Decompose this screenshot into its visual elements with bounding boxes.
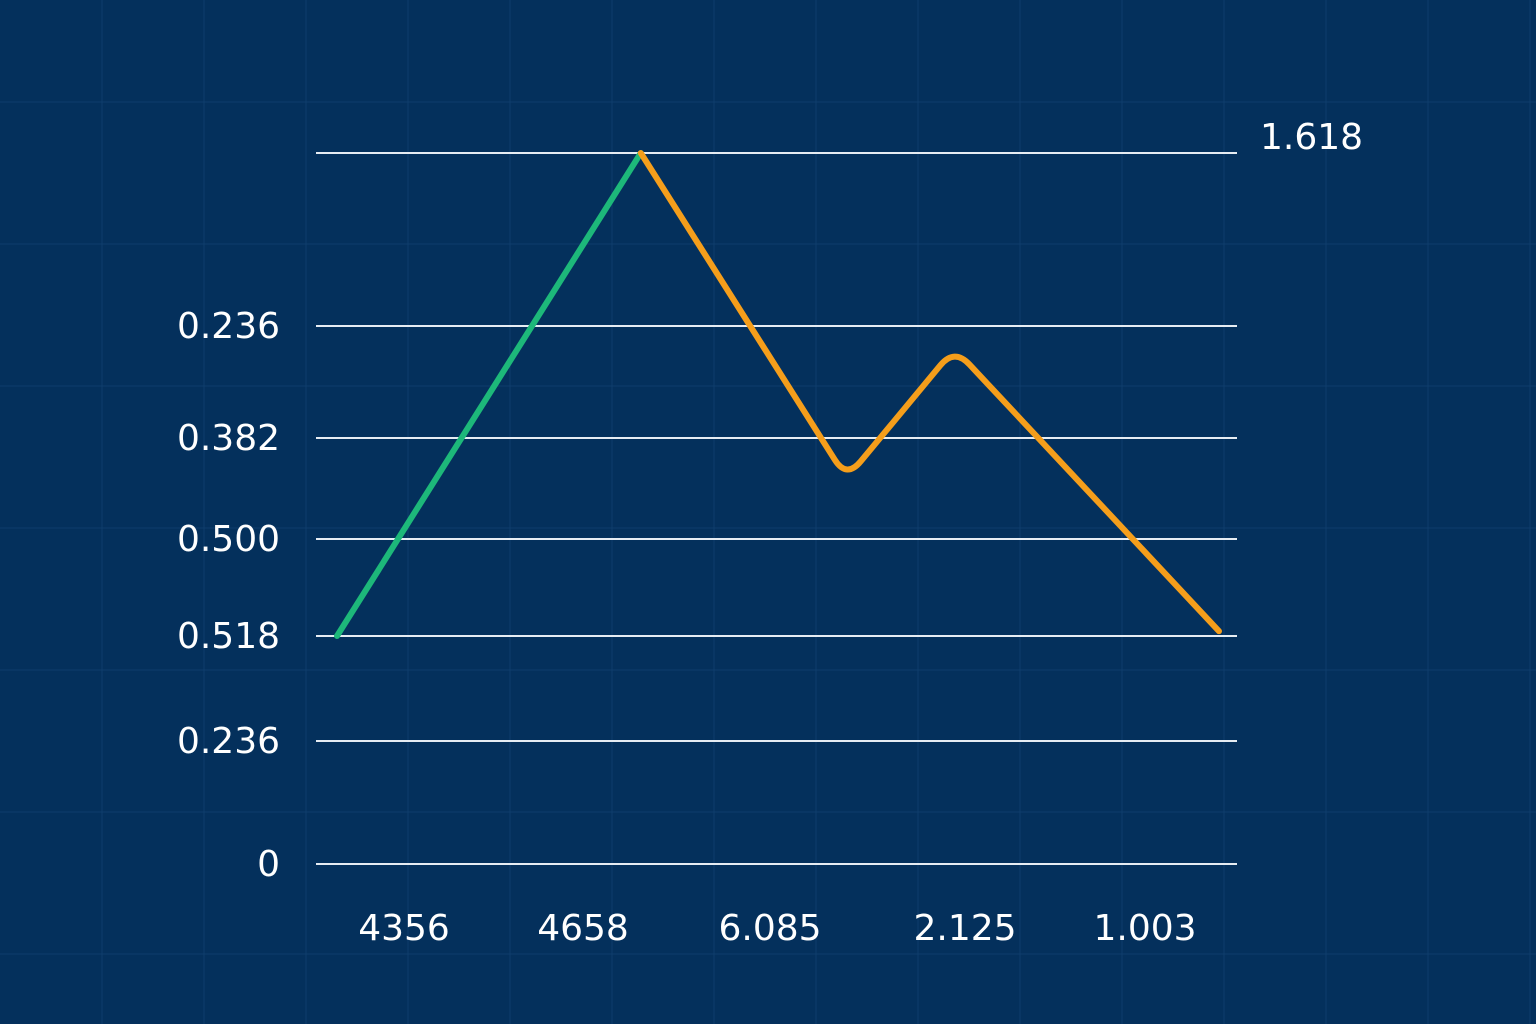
- x-tick-label: 4356: [358, 908, 450, 949]
- fib-levels: 1.618 0.236 0.382 0.500 0.518 0.236 0: [177, 117, 1363, 885]
- x-tick-label: 2.125: [913, 908, 1016, 949]
- level-label: 0.500: [177, 519, 280, 560]
- level-label: 0.236: [177, 306, 280, 347]
- impulse-line: [334, 150, 644, 639]
- x-tick-label: 4658: [537, 908, 629, 949]
- price-series: [334, 150, 1222, 639]
- retracement-line: [637, 150, 1222, 635]
- level-label: 1.618: [1260, 117, 1363, 158]
- x-tick-label: 1.003: [1093, 908, 1196, 949]
- x-tick-label: 6.085: [718, 908, 821, 949]
- level-label: 0.518: [177, 616, 280, 657]
- level-label: 0.382: [177, 418, 280, 459]
- level-label: 0: [257, 844, 280, 885]
- x-axis-ticks: 4356 4658 6.085 2.125 1.003: [358, 908, 1196, 949]
- level-label: 0.236: [177, 721, 280, 762]
